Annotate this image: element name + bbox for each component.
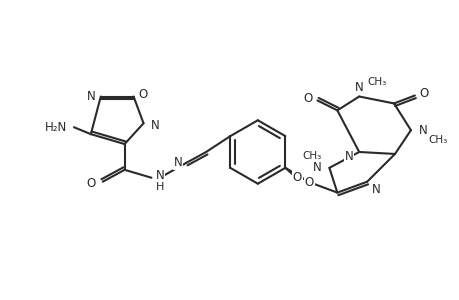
Text: CH₃: CH₃ bbox=[301, 151, 320, 161]
Text: H₂N: H₂N bbox=[45, 121, 67, 134]
Text: N: N bbox=[354, 80, 363, 94]
Text: H: H bbox=[155, 182, 163, 192]
Text: N: N bbox=[312, 161, 321, 174]
Text: O: O bbox=[302, 92, 312, 105]
Text: O: O bbox=[138, 88, 147, 101]
Text: CH₃: CH₃ bbox=[428, 135, 447, 145]
Text: O: O bbox=[304, 176, 313, 189]
Text: N: N bbox=[155, 169, 164, 182]
Text: N: N bbox=[418, 124, 427, 137]
Text: N: N bbox=[344, 150, 353, 164]
Text: N: N bbox=[173, 156, 182, 170]
Text: N: N bbox=[150, 119, 159, 132]
Text: O: O bbox=[419, 87, 428, 100]
Text: N: N bbox=[371, 183, 380, 196]
Text: O: O bbox=[292, 171, 301, 184]
Text: N: N bbox=[87, 90, 95, 103]
Text: CH₃: CH₃ bbox=[366, 76, 386, 87]
Text: O: O bbox=[86, 177, 95, 190]
